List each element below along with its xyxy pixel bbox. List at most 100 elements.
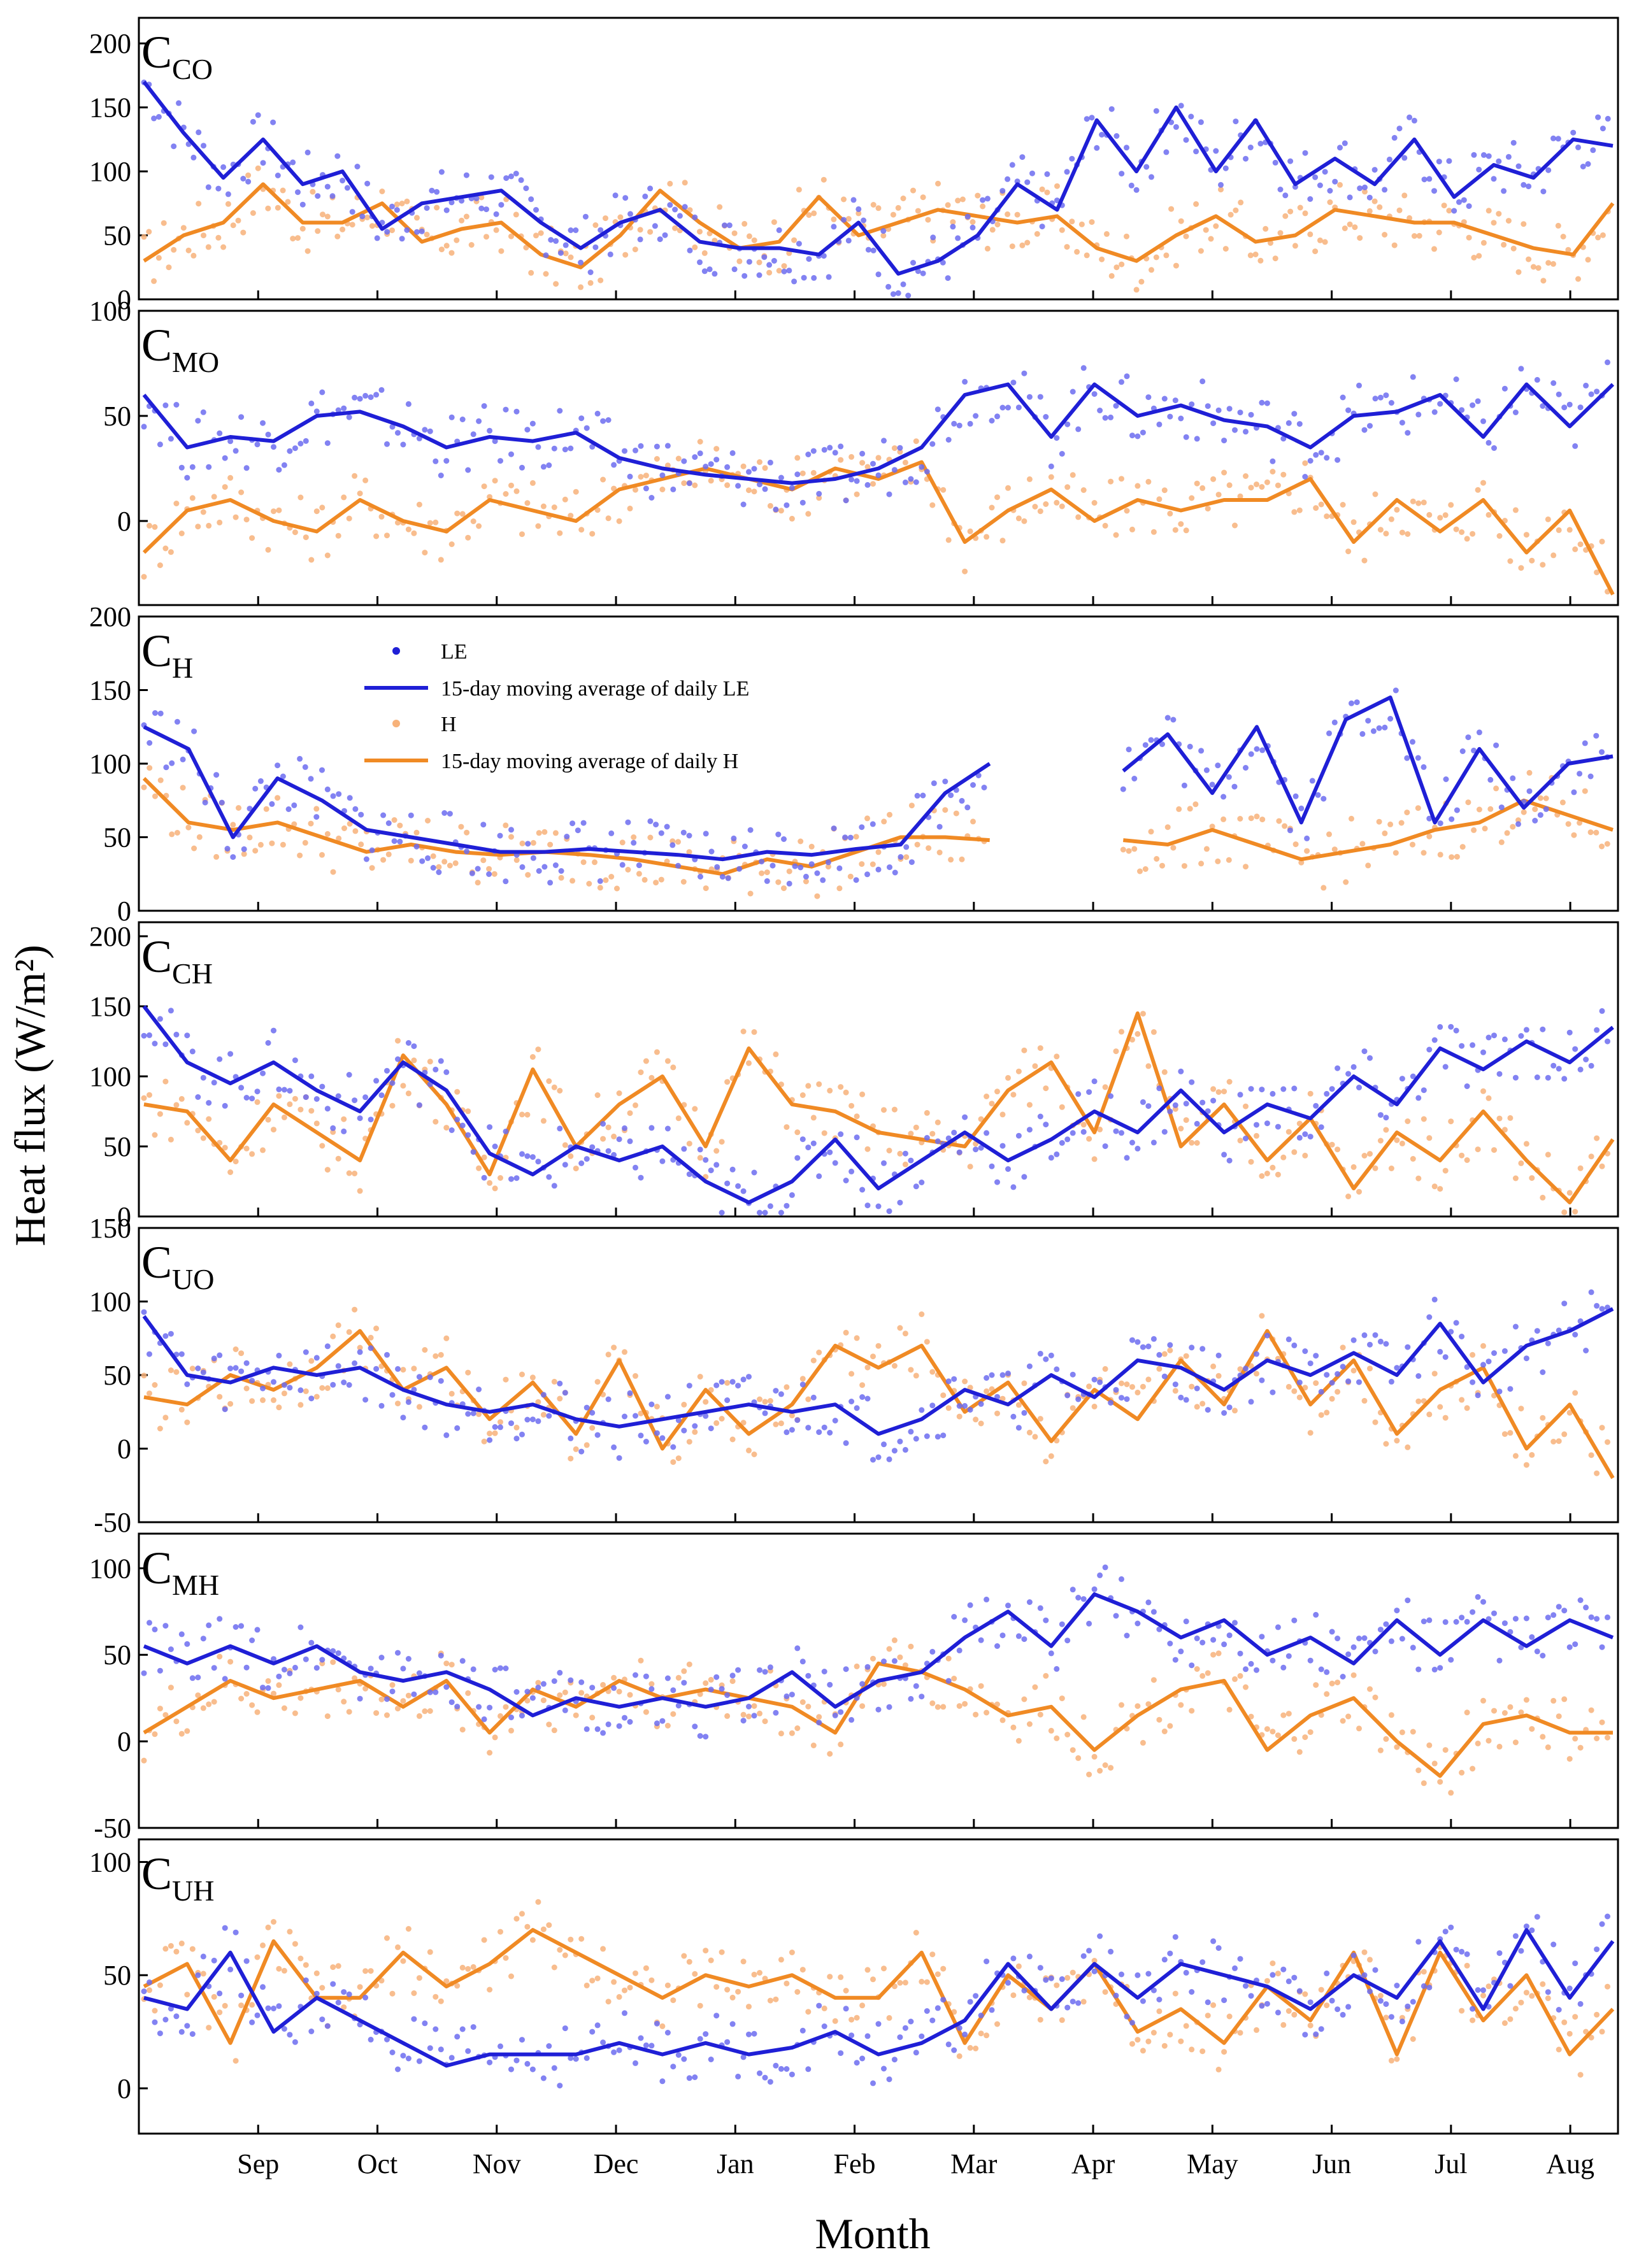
h-series-point [1215,1650,1222,1657]
le-series-point [1026,1127,1033,1133]
le-series-point [1135,1145,1141,1152]
le-series-point [257,778,264,784]
le-series-point [265,2005,271,2011]
h-series-point [1470,2017,1476,2023]
le-series-point [905,292,912,299]
h-series-point [1543,795,1549,801]
h-series-point [157,562,163,568]
h-series-point [243,1385,250,1392]
le-series-point [1307,1360,1313,1367]
le-series-point [1037,1350,1043,1357]
le-series-point [1014,178,1020,185]
h-series-point [1243,1103,1249,1109]
le-series-point [178,1351,185,1357]
le-series-point [670,486,676,492]
h-series-point [1135,1703,1141,1709]
le-series-point [557,408,563,414]
h-series-point [746,233,752,239]
le-series-point [1247,145,1254,150]
h-series-point [475,880,481,886]
h-series-point [913,1124,919,1130]
h-series-point [955,197,961,204]
h-series-point [157,1111,163,1117]
h-series-point [973,2045,979,2051]
le-series-point [1383,392,1389,399]
h-series-point [1523,532,1529,538]
h-series-point [622,252,629,258]
le-series-point [789,1692,795,1698]
h-series-point [1215,858,1221,864]
le-series-point [324,786,331,792]
h-series-point [395,520,401,526]
h-series-point [529,1374,536,1381]
h-series-point [481,1154,487,1160]
le-series-point [1534,1914,1540,1920]
h-series-point [310,189,316,195]
h-series-point [335,1963,341,1969]
le-series-point [1307,458,1313,464]
h-series-point [185,247,192,253]
le-series-point [313,1990,320,1997]
h-series-point [1259,1173,1265,1179]
le-series-point [1086,1948,1092,1954]
le-series-point [1167,1641,1173,1646]
le-series-point [1021,1174,1027,1180]
h-series-point [313,1120,320,1127]
h-series-point [389,1682,396,1688]
y-tick-label: 100 [89,1553,131,1584]
le-series-point [206,1622,212,1629]
le-series-point [719,1379,725,1385]
h-series-point [838,1741,844,1748]
le-series-point [724,1692,731,1698]
le-series-point [195,1674,201,1681]
le-series-point [519,1431,525,1437]
le-series-point [1335,1371,1341,1377]
h-series-point [1566,1190,1573,1196]
h-series-point [1556,1713,1562,1720]
le-series-point [725,875,731,881]
h-series-point [551,504,557,510]
le-series-point [498,202,505,208]
h-series-point [902,459,908,466]
h-series-point [292,1941,298,1947]
h-series-point [241,851,247,857]
le-series-point [934,1138,941,1145]
le-series-point [692,1423,698,1429]
h-series-point [643,1965,649,1971]
h-series-point [1485,1983,1492,1990]
le-series-point [548,237,554,243]
h-series-point [1254,1132,1259,1139]
le-series-point [1318,1388,1324,1395]
le-series-point [1446,158,1452,164]
y-tick-label: 100 [89,296,131,327]
le-series-point [1145,1599,1152,1606]
le-series-point [295,189,301,196]
le-series-point [664,1125,671,1132]
h-series-point [643,1058,649,1064]
h-series-point [287,1929,293,1935]
h-series-point [1178,1125,1184,1132]
h-series-point [719,1416,725,1422]
le-series-point [211,1355,217,1362]
h-series-point [821,1130,827,1136]
h-series-point [508,1727,514,1734]
le-series-point [1356,1379,1362,1385]
h-series-point [297,1106,304,1113]
le-series-point [724,1397,731,1403]
le-series-point [519,1151,525,1157]
le-series-point [762,1669,768,1675]
h-series-point [481,1937,487,1943]
h-series-point [1291,1736,1298,1742]
h-series-point [238,2002,245,2009]
le-series-point [1405,2003,1411,2009]
h-series-point [1454,853,1460,860]
le-series-point [1415,411,1422,418]
le-series-point [859,2055,866,2062]
le-series-point [686,1171,692,1178]
le-series-point [712,271,718,277]
le-series-point [552,862,559,868]
le-series-point [967,420,973,427]
h-series-point [729,1994,736,2001]
h-series-point [1218,187,1224,193]
le-series-point [794,1155,801,1161]
